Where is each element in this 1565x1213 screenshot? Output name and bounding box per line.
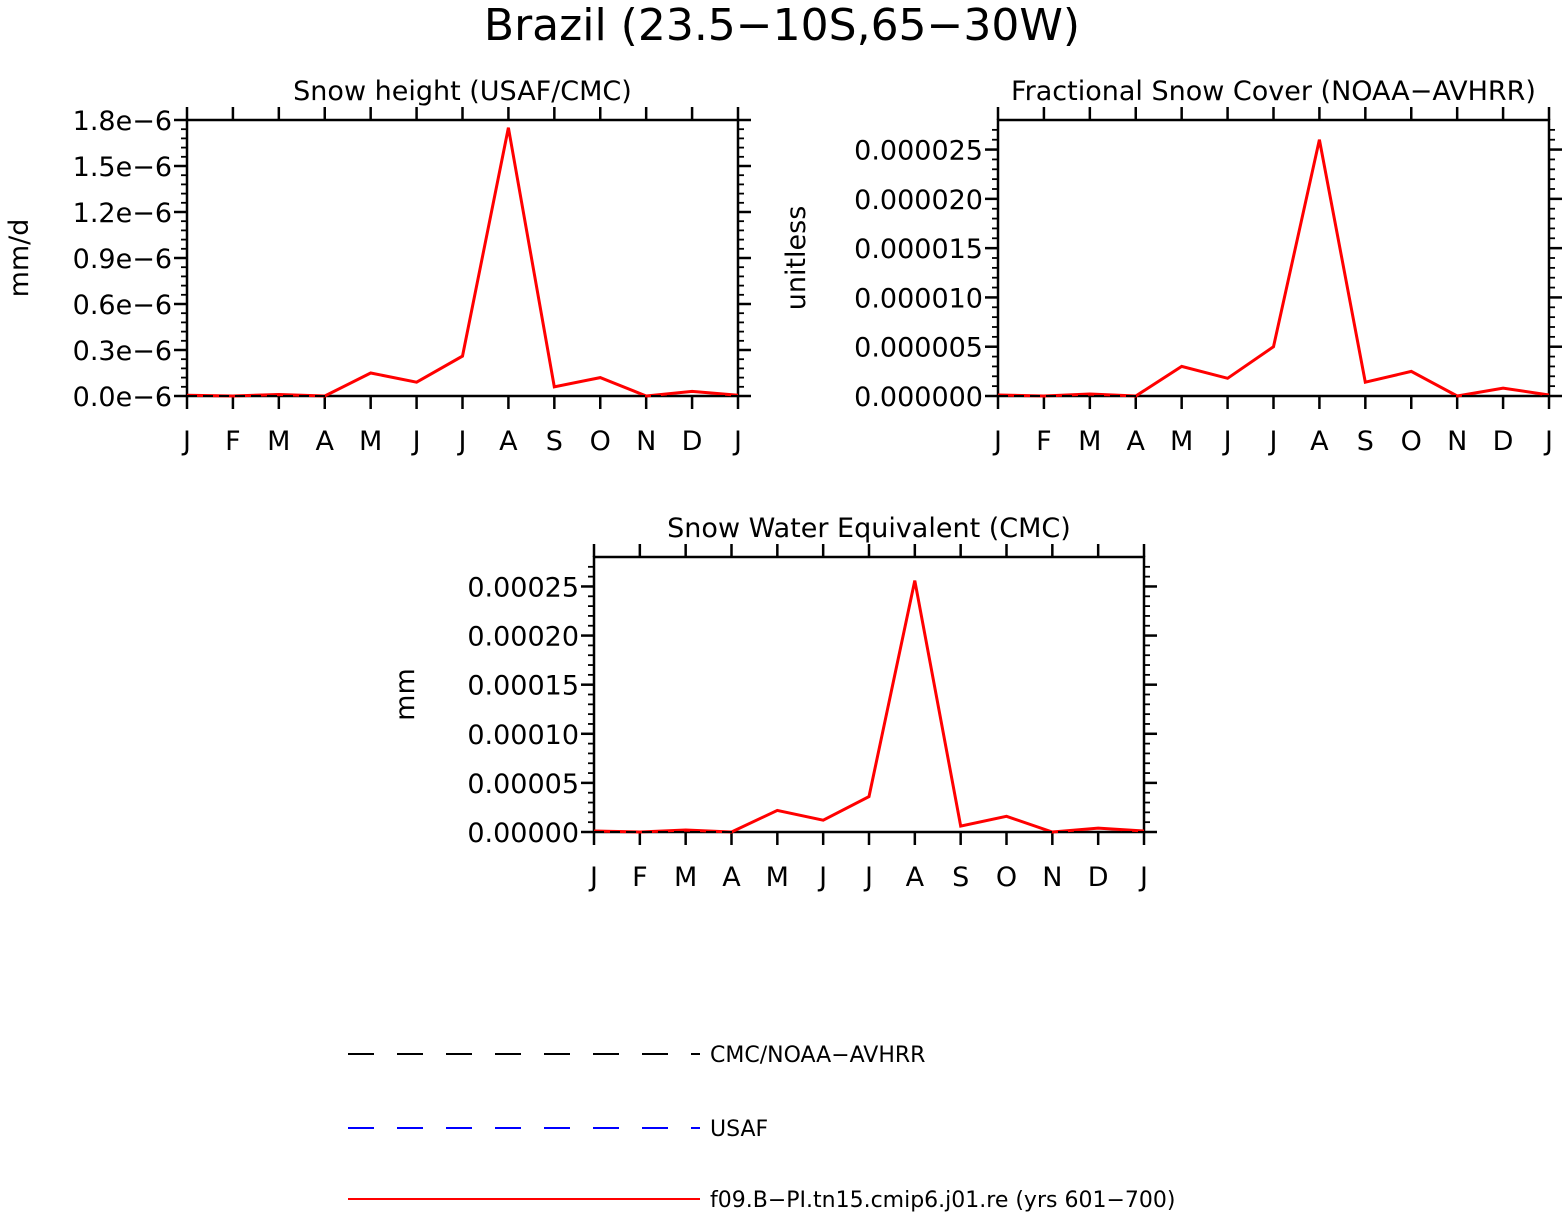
x-tick-label: M [1078, 426, 1101, 457]
x-tick-label: M [766, 862, 789, 893]
series-line-1 [186, 127, 739, 398]
x-tick-label: S [546, 426, 563, 457]
x-tick-label: J [1543, 426, 1553, 457]
x-tick-label: A [906, 862, 925, 893]
legend: CMC/NOAA−AVHRR USAF f09.B−PI.tn15.cmip6.j0… [348, 1043, 1175, 1213]
chart-panels: Snow height (USAF/CMC)mm/dJ F M A M J J A S O N D J0… [4, 76, 1562, 893]
x-tick-label: A [1127, 426, 1146, 457]
x-tick-label: A [1310, 426, 1329, 457]
x-tick-label: J [1138, 862, 1148, 893]
y-tick-label: 1.8e−6 [73, 106, 172, 137]
x-tick-label: M [674, 862, 697, 893]
y-tick-label: 0.00010 [467, 720, 579, 751]
x-tick-label: J [732, 426, 742, 457]
x-tick-label: F [1036, 426, 1052, 457]
x-tick-label: J [1222, 426, 1232, 457]
chart-panel-2: Fractional Snow Cover (NOAA−AVHRR) unitle… [781, 76, 1562, 457]
y-tick-label: 0.000010 [854, 283, 983, 314]
x-tick-label: J [411, 426, 421, 457]
x-tick-label: J [181, 426, 191, 457]
figure-title: Brazil (23.5−10S,65−30W) [484, 0, 1080, 51]
x-tick-label: J [1268, 426, 1278, 457]
y-tick-label: 0.00000 [467, 818, 579, 849]
x-tick-label: D [1493, 426, 1514, 457]
x-tick-label: O [590, 426, 611, 457]
chart-panel-3: Snow Water Equivalent (CMC)mmJ F M A M J J A S O N… [390, 513, 1157, 893]
y-tick-label: 0.0e−6 [73, 382, 172, 413]
y-tick-label: 0.000025 [854, 136, 983, 167]
panel-title: Snow Water Equivalent (CMC) [667, 513, 1071, 544]
x-tick-label: M [1170, 426, 1193, 457]
panel-title: Snow height (USAF/CMC) [293, 76, 632, 107]
x-tick-label: A [722, 862, 741, 893]
y-tick-label: 0.3e−6 [73, 336, 172, 367]
plot-frame [996, 118, 1551, 398]
x-tick-label: M [267, 426, 290, 457]
x-tick-label: N [636, 426, 656, 457]
y-tick-label: 0.6e−6 [73, 290, 172, 321]
y-tick-label: 0.00005 [467, 769, 579, 800]
x-tick-label: F [225, 426, 241, 457]
legend-label-1: CMC/NOAA−AVHRR [710, 1043, 925, 1068]
panel-title: Fractional Snow Cover (NOAA−AVHRR) [1011, 76, 1536, 107]
y-tick-label: 1.5e−6 [73, 152, 172, 183]
x-tick-label: J [863, 862, 873, 893]
y-axis-label: mm/d [4, 219, 35, 298]
y-tick-label: 0.000000 [854, 382, 983, 413]
y-tick-label: 0.000020 [854, 185, 983, 216]
x-tick-label: N [1447, 426, 1467, 457]
series-line-1 [593, 580, 1145, 834]
x-tick-label: S [1357, 426, 1374, 457]
y-tick-label: 1.2e−6 [73, 198, 172, 229]
chart-panel-1: Snow height (USAF/CMC)mm/dJ F M A M J J A S O N D J0… [4, 76, 751, 457]
y-tick-label: 0.00025 [467, 572, 579, 603]
x-tick-label: J [588, 862, 598, 893]
x-tick-label: J [457, 426, 467, 457]
y-axis-label: mm [390, 668, 421, 721]
x-tick-label: M [359, 426, 382, 457]
legend-label-2: USAF [710, 1117, 768, 1142]
x-tick-label: D [1088, 862, 1109, 893]
y-tick-label: 0.00015 [467, 671, 579, 702]
y-axis-label: unitless [781, 206, 812, 311]
y-tick-label: 0.9e−6 [73, 244, 172, 275]
x-tick-label: J [992, 426, 1002, 457]
x-tick-label: O [996, 862, 1017, 893]
x-tick-label: O [1401, 426, 1422, 457]
x-tick-label: N [1042, 862, 1062, 893]
y-tick-label: 0.000015 [854, 234, 983, 265]
legend-label-3: f09.B−PI.tn15.cmip6.j01.re (yrs 601−700) [710, 1188, 1175, 1213]
y-tick-label: 0.000005 [854, 333, 983, 364]
x-tick-label: J [817, 862, 827, 893]
x-tick-label: A [499, 426, 518, 457]
x-tick-label: D [682, 426, 703, 457]
series-line-1 [997, 139, 1550, 398]
x-tick-label: F [632, 862, 648, 893]
x-tick-label: A [316, 426, 335, 457]
y-tick-label: 0.00020 [467, 622, 579, 653]
x-tick-label: S [952, 862, 969, 893]
